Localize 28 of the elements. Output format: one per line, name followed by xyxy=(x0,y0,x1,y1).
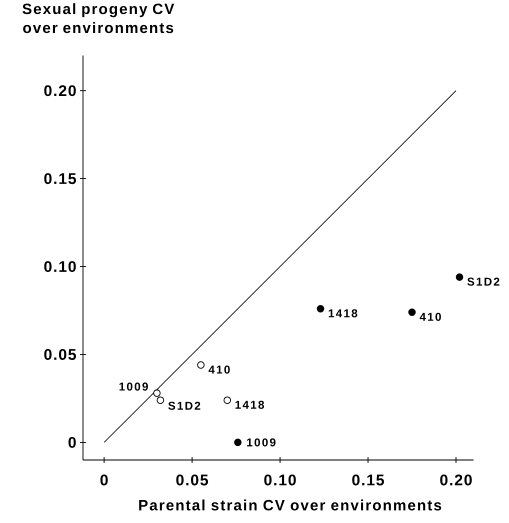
x-axis-title: Parental strain CV over environments xyxy=(139,500,442,510)
x-tick-label: 0.10 xyxy=(264,474,296,486)
annotation: 1418 xyxy=(328,309,358,318)
point xyxy=(456,273,464,281)
y-tick-label: 0.15 xyxy=(44,173,76,184)
x-tick-label: 0.15 xyxy=(352,474,384,486)
x-tick-label: 0.05 xyxy=(176,474,208,486)
annotation: S1D2 xyxy=(168,402,200,410)
point xyxy=(234,438,242,446)
point xyxy=(408,308,416,316)
x-tick-label: 0 xyxy=(100,474,108,486)
y-tick-label: 0.20 xyxy=(44,85,76,96)
point xyxy=(224,396,232,404)
annotation: 1418 xyxy=(236,400,264,409)
annotation: 410 xyxy=(420,312,441,321)
y-tick-label: 0 xyxy=(68,436,76,448)
x-tick-label: 0.20 xyxy=(440,474,472,486)
annotation: 1009 xyxy=(247,438,276,446)
annotation: 1009 xyxy=(119,382,148,391)
annotation: 410 xyxy=(208,366,230,374)
y-tick-label: 0.10 xyxy=(44,261,76,272)
point xyxy=(316,305,324,312)
annotation: S1D2 xyxy=(467,278,500,286)
y-axis-title: Sexual progeny CV over environments xyxy=(22,3,174,34)
point xyxy=(156,396,164,404)
y-tick-label: 0.05 xyxy=(44,349,76,360)
point xyxy=(197,361,205,369)
point xyxy=(153,389,161,397)
